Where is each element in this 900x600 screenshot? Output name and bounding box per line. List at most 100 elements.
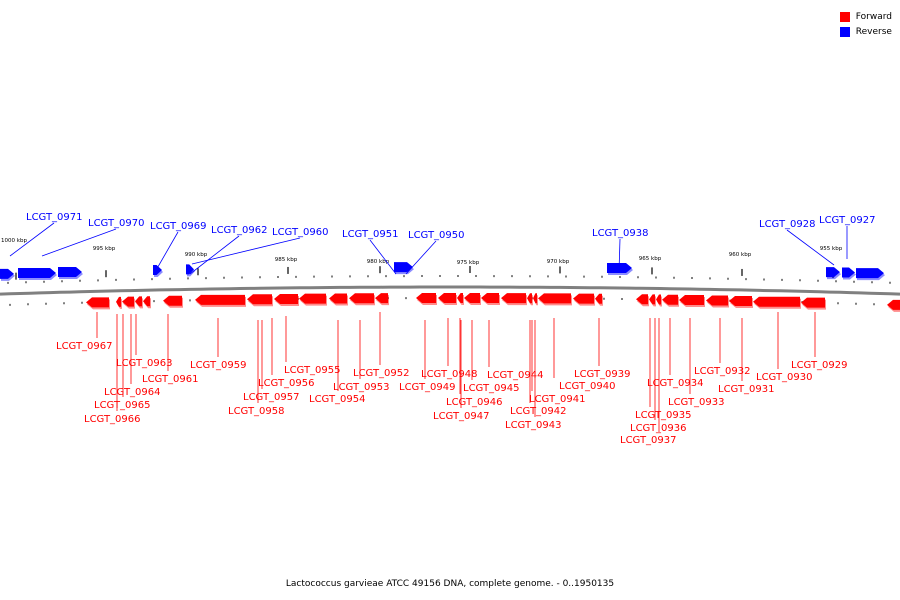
- reverse-gene-arrow: [394, 262, 413, 273]
- forward-gene-arrow: [662, 294, 678, 305]
- reverse-gene-leader: [405, 240, 437, 275]
- legend: Forward Reverse: [839, 9, 892, 39]
- forward-gene-arrow: [86, 297, 109, 308]
- scale-label: 980 kbp: [367, 259, 390, 265]
- forward-gene-label: LCGT_0961: [142, 374, 199, 385]
- reverse-gene-leader: [786, 229, 835, 266]
- reverse-gene-leader: [191, 237, 301, 265]
- reverse-gene-label: LCGT_0971: [26, 212, 83, 223]
- forward-gene-label: LCGT_0936: [630, 423, 687, 434]
- forward-gene-arrow: [163, 295, 182, 306]
- legend-forward-label: Forward: [855, 11, 892, 22]
- forward-gene-label: LCGT_0930: [756, 372, 813, 383]
- reverse-gene-leader: [189, 235, 240, 275]
- scale-label: 995 kbp: [93, 246, 116, 252]
- forward-gene-label: LCGT_0929: [791, 360, 848, 371]
- reverse-gene-label: LCGT_0951: [342, 229, 399, 240]
- forward-gene-arrow: [729, 295, 752, 306]
- forward-gene-arrow: [573, 293, 594, 304]
- genome-backbone: [0, 285, 900, 296]
- reverse-gene-leader: [41, 228, 117, 257]
- forward-gene-label: LCGT_0958: [228, 406, 285, 417]
- forward-gene-label: LCGT_0937: [620, 435, 677, 446]
- forward-gene-arrow: [679, 295, 704, 306]
- scale-label: 1000 kbp: [1, 238, 27, 244]
- reverse-gene-arrow: [153, 264, 162, 275]
- reverse-gene-label: LCGT_0969: [150, 221, 207, 232]
- legend-forward: Forward: [839, 9, 892, 24]
- forward-gene-arrow: [649, 294, 655, 305]
- reverse-gene-arrow: [186, 264, 194, 275]
- forward-gene-label: LCGT_0949: [399, 382, 456, 393]
- scale-label: 990 kbp: [185, 252, 208, 258]
- forward-gene-label: LCGT_0963: [116, 358, 173, 369]
- forward-gene-arrow: [464, 293, 480, 304]
- scale-label: 985 kbp: [275, 257, 298, 263]
- reverse-gene-leader: [154, 231, 179, 273]
- forward-gene-label: LCGT_0956: [258, 378, 315, 389]
- scale-label: 970 kbp: [547, 259, 570, 265]
- reverse-gene-label: LCGT_0928: [759, 219, 816, 230]
- reverse-gene-label: LCGT_0970: [88, 218, 145, 229]
- reverse-gene-label: LCGT_0938: [592, 228, 649, 239]
- forward-gene-arrow: [636, 294, 648, 305]
- forward-gene-label: LCGT_0955: [284, 365, 341, 376]
- forward-gene-label: LCGT_0959: [190, 360, 247, 371]
- forward-gene-label: LCGT_0964: [104, 387, 161, 398]
- forward-gene-label: LCGT_0967: [56, 341, 113, 352]
- legend-reverse: Reverse: [839, 24, 892, 39]
- forward-gene-arrow: [375, 293, 388, 304]
- forward-gene-arrow: [247, 294, 272, 305]
- forward-gene-arrow: [656, 294, 661, 305]
- forward-gene-label: LCGT_0948: [421, 369, 478, 380]
- forward-gene-arrow: [116, 296, 121, 307]
- reverse-gene-arrow: [856, 268, 884, 279]
- legend-reverse-label: Reverse: [855, 26, 892, 37]
- forward-gene-arrow: [122, 296, 134, 307]
- reverse-gene-arrow: [826, 267, 840, 278]
- forward-gene-arrow: [274, 293, 298, 304]
- forward-gene-arrow: [538, 293, 571, 304]
- reverse-swatch: [839, 26, 850, 37]
- reverse-gene-label: LCGT_0960: [272, 227, 329, 238]
- forward-gene-label: LCGT_0946: [446, 397, 503, 408]
- forward-gene-label: LCGT_0941: [529, 394, 586, 405]
- forward-gene-label: LCGT_0945: [463, 383, 520, 394]
- forward-swatch: [839, 11, 850, 22]
- forward-gene-arrow: [595, 293, 602, 304]
- forward-gene-arrow: [801, 297, 825, 308]
- forward-gene-arrow: [481, 293, 499, 304]
- reverse-gene-leader: [618, 238, 621, 273]
- forward-gene-label: LCGT_0965: [94, 400, 151, 411]
- reverse-gene-label: LCGT_0927: [819, 215, 876, 226]
- forward-gene-arrow: [195, 294, 245, 305]
- forward-gene-arrow: [143, 296, 150, 307]
- forward-gene-arrow: [887, 299, 900, 310]
- forward-gene-label: LCGT_0940: [559, 381, 616, 392]
- forward-gene-label: LCGT_0932: [694, 366, 751, 377]
- forward-gene-label: LCGT_0944: [487, 370, 544, 381]
- forward-gene-label: LCGT_0931: [718, 384, 775, 395]
- reverse-gene-leader: [369, 239, 397, 275]
- scale-label: 955 kbp: [820, 246, 843, 252]
- forward-gene-arrow: [501, 293, 526, 304]
- forward-gene-label: LCGT_0953: [333, 382, 390, 393]
- reverse-gene-label: LCGT_0962: [211, 225, 268, 236]
- forward-gene-arrow: [329, 293, 347, 304]
- forward-gene-arrow: [457, 293, 463, 304]
- reverse-gene-arrow: [18, 267, 56, 278]
- genome-caption: Lactococcus garvieae ATCC 49156 DNA, com…: [285, 579, 615, 589]
- forward-gene-arrow: [438, 293, 456, 304]
- reverse-gene-arrow: [0, 268, 14, 279]
- scale-label: 960 kbp: [729, 252, 752, 258]
- forward-gene-arrow: [416, 293, 436, 304]
- reverse-gene-leader: [9, 222, 55, 257]
- scale-label: 965 kbp: [639, 256, 662, 262]
- forward-gene-label: LCGT_0943: [505, 420, 562, 431]
- forward-gene-label: LCGT_0939: [574, 369, 631, 380]
- forward-gene-label: LCGT_0957: [243, 392, 300, 403]
- reverse-gene-arrow: [842, 267, 855, 278]
- forward-gene-label: LCGT_0952: [353, 368, 410, 379]
- forward-gene-arrow: [753, 296, 800, 307]
